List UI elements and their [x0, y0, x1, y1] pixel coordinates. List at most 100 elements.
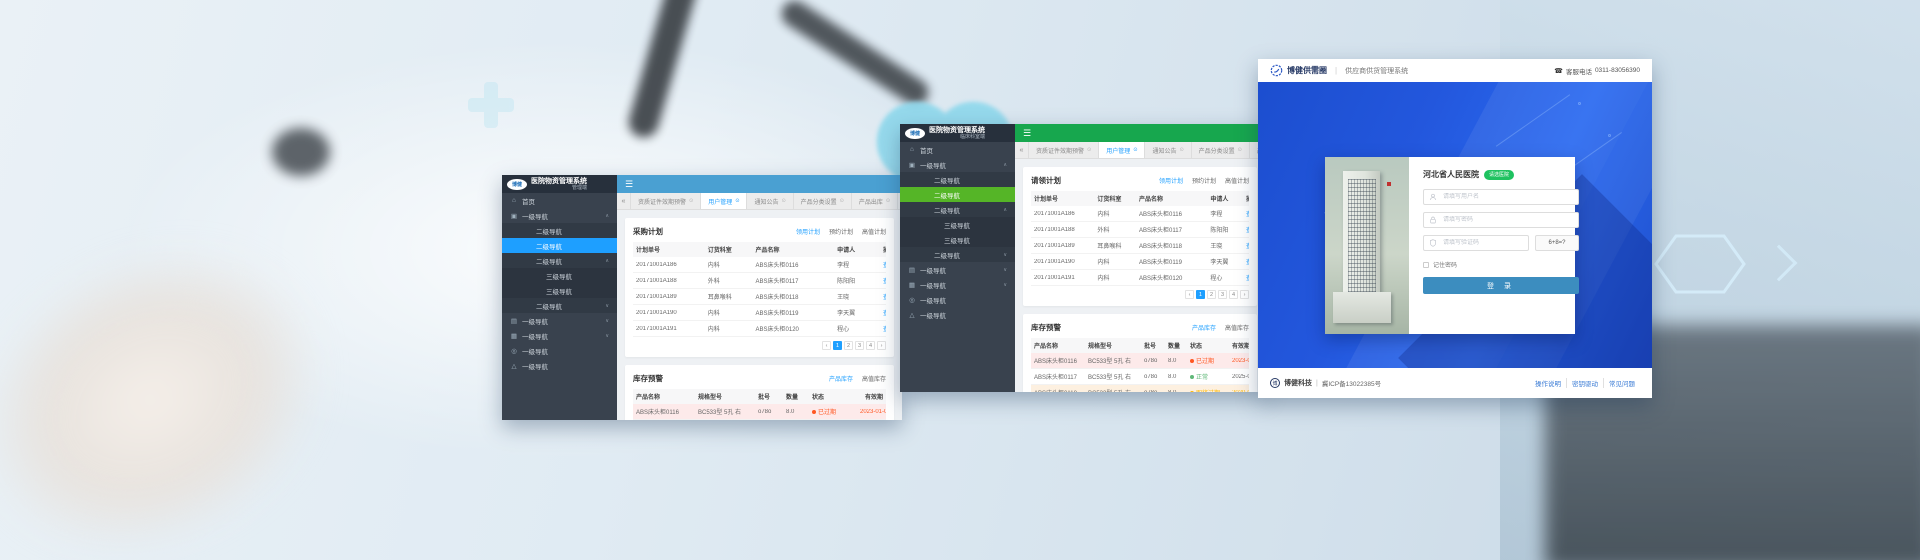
sidebar-item[interactable]: ▤ 一级导航 ∨	[908, 266, 1007, 275]
stock-filter-link[interactable]: 产品库存	[1191, 325, 1216, 332]
sidebar-item[interactable]: ▣ 一级导航 ∧	[908, 161, 1007, 170]
password-field[interactable]	[1423, 212, 1579, 228]
page-button[interactable]: 3	[1218, 290, 1227, 299]
sidebar-item[interactable]: ▦ 一级导航 ∨	[510, 332, 609, 341]
plan-filter-link[interactable]: 预约计划	[1191, 178, 1216, 185]
view-link[interactable]: 查看	[883, 263, 886, 269]
sidebar-item[interactable]: ▤ 一级导航 ∨	[510, 317, 609, 326]
workspace-tab[interactable]: 资质证件效期预警 ⊙	[631, 193, 702, 209]
page-button[interactable]: 4	[1229, 290, 1238, 299]
plan-filter-link[interactable]: 预约计划	[828, 229, 853, 236]
sidebar-item[interactable]: 三级导航	[900, 217, 1015, 232]
stock-filter-link[interactable]: 高值库存	[861, 376, 886, 383]
page-button[interactable]: 3	[855, 341, 864, 350]
page-button[interactable]: 1	[833, 341, 842, 350]
plan-filter-link[interactable]: 领用计划	[795, 229, 820, 236]
username-input[interactable]	[1441, 193, 1573, 201]
tab-close-icon[interactable]: ⊙	[839, 198, 844, 204]
password-input[interactable]	[1441, 216, 1573, 224]
product-name: 供应商供货管理系统	[1345, 67, 1409, 75]
sidebar-item[interactable]: 二级导航	[900, 187, 1015, 202]
sidebar-item[interactable]: 二级导航	[502, 238, 617, 253]
collapse-tabs-icon[interactable]: «	[1015, 142, 1029, 158]
sidebar-item[interactable]: 三级导航	[502, 268, 617, 283]
workspace-tab[interactable]: 用户管理 ⊙	[1099, 142, 1146, 158]
workspace-tab[interactable]: 产品分类设置 ⊙	[794, 193, 852, 209]
sidebar-item[interactable]: 二级导航 ∨	[502, 298, 617, 313]
sidebar-item[interactable]: 三级导航	[502, 283, 617, 298]
remember-checkbox[interactable]	[1423, 261, 1429, 268]
plan-filter-link[interactable]: 领用计划	[1158, 178, 1183, 185]
view-link[interactable]: 查看	[1246, 260, 1249, 266]
sidebar-item[interactable]: △ 一级导航	[909, 311, 947, 320]
footer-link[interactable]: 操作说明	[1535, 381, 1561, 388]
sidebar-item[interactable]: △ 一级导航	[511, 362, 549, 371]
login-card: 河北省人民医院 请选医院	[1325, 157, 1579, 334]
tab-close-icon[interactable]: ⊙	[1179, 147, 1184, 153]
sidebar-item[interactable]: ◎ 一级导航	[909, 296, 946, 305]
view-link[interactable]: 查看	[883, 311, 886, 317]
tab-close-icon[interactable]: ⊙	[689, 198, 694, 204]
captcha-field[interactable]	[1423, 235, 1529, 251]
tab-close-icon[interactable]: ⊙	[735, 198, 740, 204]
sidebar-item[interactable]: ⌂ 首页	[502, 193, 617, 208]
captcha-input[interactable]	[1441, 239, 1523, 247]
hamburger-icon[interactable]: ☰	[1023, 127, 1032, 138]
view-link[interactable]: 查看	[1246, 228, 1249, 234]
stock-filter-link[interactable]: 高值库存	[1224, 325, 1249, 332]
workspace-tab[interactable]: 通知公告 ⊙	[747, 193, 794, 209]
view-link[interactable]: 查看	[1246, 212, 1249, 218]
expiry-date: 2025-01-01	[1232, 373, 1249, 380]
page-button[interactable]: ›	[1240, 290, 1249, 299]
hamburger-icon[interactable]: ☰	[625, 178, 634, 189]
footer-link[interactable]: 密钥驱动	[1566, 378, 1603, 388]
workspace-tab[interactable]: 资质证件效期预警 ⊙	[1029, 142, 1100, 158]
login-button[interactable]: 登 录	[1423, 277, 1579, 294]
footer-link[interactable]: 常见问题	[1603, 378, 1640, 388]
view-link[interactable]: 查看	[883, 327, 886, 333]
sidebar-item[interactable]: 二级导航 ∨	[900, 247, 1015, 262]
plan-filter-link[interactable]: 高值计划	[1224, 178, 1249, 185]
workspace-tab[interactable]: 用户管理 ⊙	[701, 193, 748, 209]
workspace-tab[interactable]: 通知公告 ⊙	[1145, 142, 1192, 158]
page-button[interactable]: 2	[1207, 290, 1216, 299]
page-button[interactable]: 4	[866, 341, 875, 350]
icp-number: 冀ICP备13022385号	[1321, 381, 1382, 388]
tab-close-icon[interactable]: ⊙	[885, 198, 891, 204]
tab-close-icon[interactable]: ⊙	[1133, 147, 1138, 153]
sidebar-item[interactable]: 三级导航	[900, 232, 1015, 247]
table-row: 20171001A186 内科 ABS床头柜0116 李程 查看	[1031, 206, 1249, 222]
sidebar-item[interactable]: ▦ 一级导航 ∨	[908, 281, 1007, 290]
collapse-tabs-icon[interactable]: «	[617, 193, 631, 209]
workspace-tab[interactable]: 产品分类设置 ⊙	[1192, 142, 1250, 158]
tab-close-icon[interactable]: ⊙	[781, 198, 786, 204]
select-hospital-badge[interactable]: 请选医院	[1484, 169, 1515, 180]
page-button[interactable]: 2	[844, 341, 853, 350]
workspace-tab[interactable]: 产品出库 ⊙	[852, 193, 899, 209]
nav-icon: ▦	[908, 281, 916, 289]
stock-filter-link[interactable]: 产品库存	[828, 376, 853, 383]
captcha-question[interactable]: 6+8=?	[1535, 235, 1579, 251]
view-link[interactable]: 查看	[1246, 244, 1249, 250]
sidebar-item[interactable]: ◎ 一级导航	[511, 347, 548, 356]
view-link[interactable]: 查看	[1246, 276, 1249, 282]
view-link[interactable]: 查看	[883, 279, 886, 285]
view-link[interactable]: 查看	[883, 295, 886, 301]
username-field[interactable]	[1423, 189, 1579, 205]
sidebar-item[interactable]: 二级导航 ∧	[502, 253, 617, 268]
sidebar-item[interactable]: 二级导航	[900, 172, 1015, 187]
caret-icon: ∧	[1003, 161, 1007, 168]
sidebar-nav: ⌂ 首页 ▣ 一级导航 ∧ 二级导航	[502, 193, 617, 420]
sidebar-item[interactable]: 二级导航 ∧	[900, 202, 1015, 217]
nav-icon: ▤	[908, 266, 916, 274]
page-button[interactable]: ›	[877, 341, 886, 350]
page-button[interactable]: ‹	[1185, 290, 1194, 299]
tab-close-icon[interactable]: ⊙	[1237, 147, 1242, 153]
sidebar-item[interactable]: ▣ 一级导航 ∧	[510, 212, 609, 221]
sidebar-item[interactable]: 二级导航	[502, 223, 617, 238]
tab-close-icon[interactable]: ⊙	[1087, 147, 1092, 153]
plan-filter-link[interactable]: 高值计划	[861, 229, 886, 236]
page-button[interactable]: ‹	[822, 341, 831, 350]
sidebar-item[interactable]: ⌂ 首页	[900, 142, 1015, 157]
page-button[interactable]: 1	[1196, 290, 1205, 299]
